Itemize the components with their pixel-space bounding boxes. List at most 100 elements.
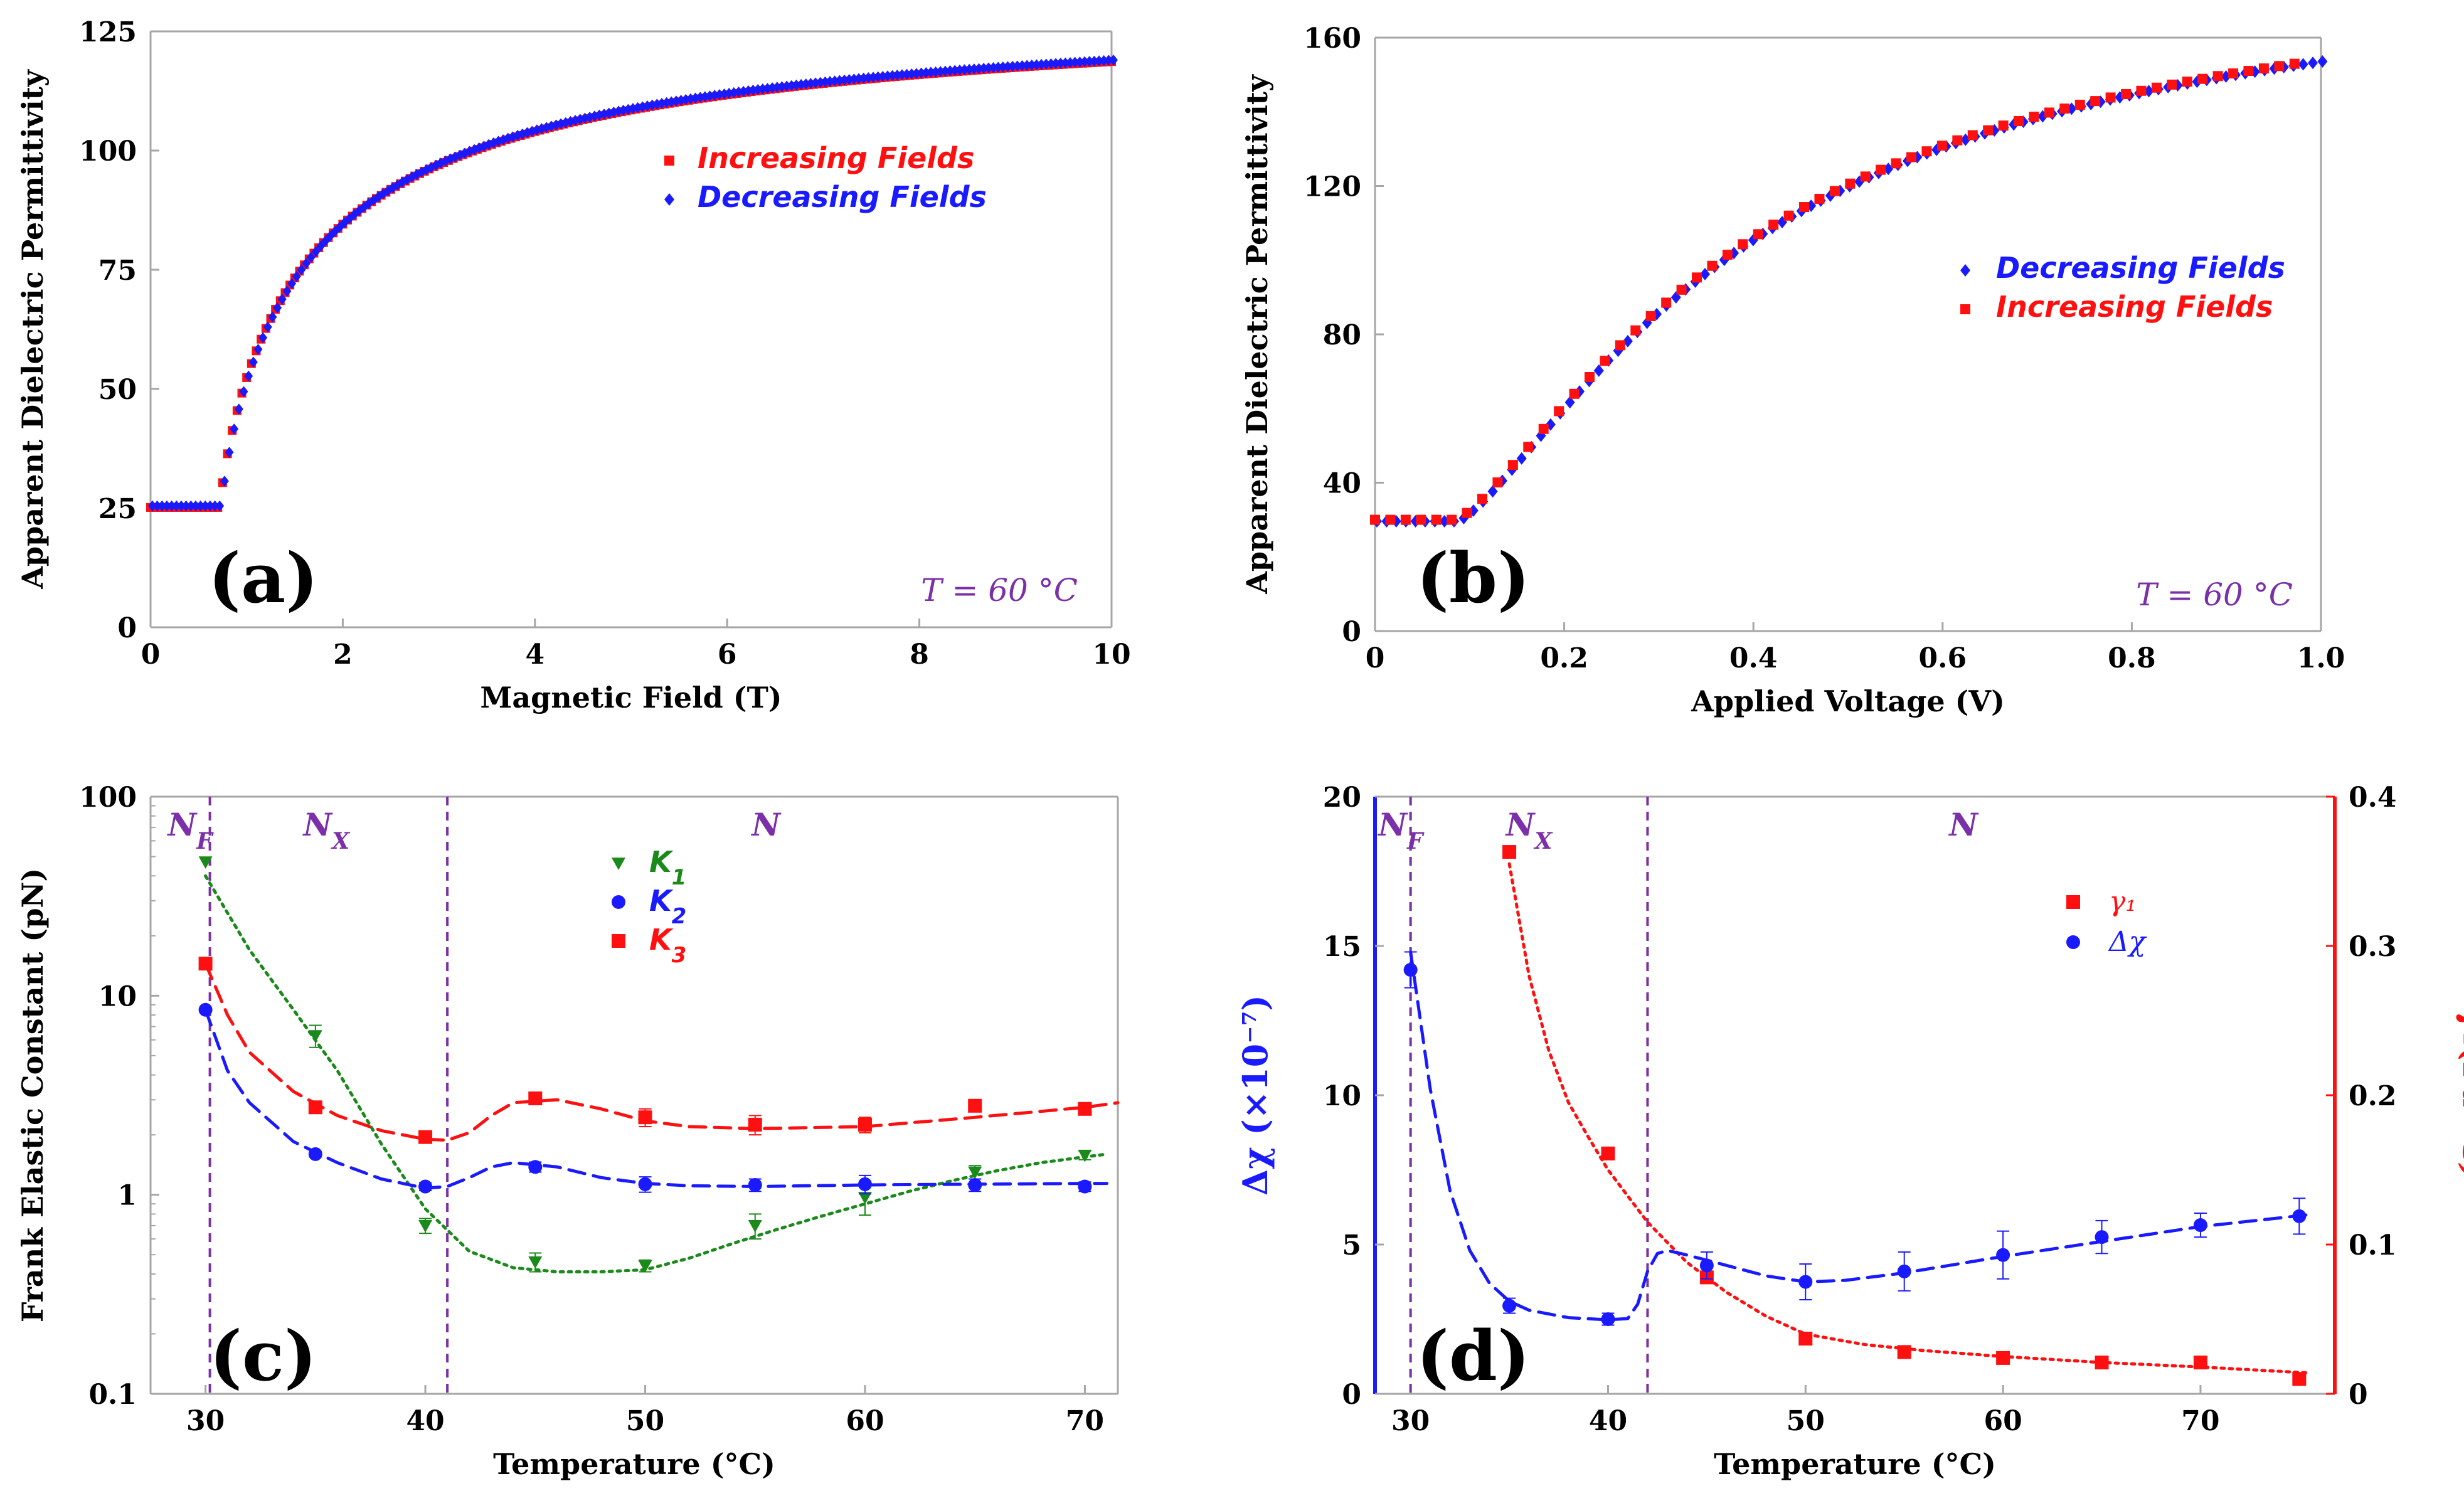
data-point [1798,1331,1813,1346]
data-point [220,475,229,487]
data-point [1041,58,1051,70]
data-point [1027,59,1036,71]
legend-label: Δχ [2108,926,2147,958]
data-point [1630,325,1641,336]
series-red [1370,58,2300,525]
data-point [2095,1356,2109,1370]
data-point [1370,514,1380,525]
data-point [239,386,248,398]
legend-label: Decreasing Fields [698,180,987,214]
y-tick-label: 0 [1342,1379,1361,1411]
x-tick-label: 70 [1066,1405,1104,1437]
data-point [968,1178,982,1192]
data-point [1003,61,1012,72]
y-axis-title: Δχ (×10⁻⁷) [1235,995,1275,1196]
data-point [1783,210,1794,221]
data-point [1403,963,1418,977]
x-tick-label: 0.2 [1540,642,1588,674]
data-point [1416,514,1426,525]
data-point [2044,107,2054,118]
data-point [638,1260,652,1273]
data-point [911,68,921,79]
legend-marker [1960,264,1970,277]
data-point [1056,57,1065,69]
y2-tick-label: 0.2 [2349,1080,2397,1112]
data-point [1936,141,1947,151]
data-point [234,403,243,415]
data-point [1661,297,1672,308]
data-point [2014,115,2024,126]
data-point [1075,56,1085,68]
data-point [230,423,239,435]
legend: Decreasing Fields Increasing Fields [1960,251,2285,324]
data-point [253,344,263,355]
data-point [1952,135,1963,146]
series-red [198,957,1120,1144]
data-point [2090,96,2101,107]
x-tick-label: 0.4 [1729,642,1778,674]
x-tick-label: 6 [718,639,737,671]
data-point [210,500,220,512]
y-tick-label: 20 [1323,782,1361,814]
data-point [907,68,916,80]
data-point [893,69,902,81]
data-point [1921,146,1932,157]
panel-label: (b) [1416,538,1530,619]
data-point [292,270,301,282]
data-point [940,65,950,77]
x-tick-label: 50 [1787,1405,1825,1437]
data-point [1080,56,1090,68]
data-point [979,63,989,74]
data-point [1829,186,1840,196]
legend-label: K1 [649,845,686,890]
data-point [1814,193,1825,204]
data-point [1897,1264,1911,1278]
data-point [1078,1102,1092,1116]
data-point [2167,79,2177,90]
y-axis-title: Frank Elastic Constant (pN) [16,868,50,1322]
data-point [2289,58,2300,69]
data-point [2243,66,2254,77]
data-point [528,1160,543,1174]
x-tick-label: 4 [525,639,544,671]
data-point [926,66,935,78]
data-point [186,500,196,512]
data-point [418,1179,433,1194]
phase-label: NX [1505,806,1554,854]
data-point [1516,452,1527,465]
y2-tick-label: 0 [2349,1379,2368,1411]
legend-marker [612,934,625,948]
x-tick-label: 60 [846,1405,884,1437]
data-point [167,500,176,512]
data-point [268,311,277,323]
data-point [308,1030,322,1043]
data-point [1601,1146,1615,1160]
data-point [1400,514,1411,525]
data-point [1645,311,1656,322]
data-point [888,70,897,82]
data-point [1066,56,1075,68]
x-tick-label: 40 [406,1405,444,1437]
x-tick-label: 10 [1092,639,1130,671]
data-point [968,1098,982,1113]
data-point [418,1130,433,1144]
series-blue [198,1002,1108,1195]
data-point [1722,250,1733,260]
x-tick-label: 0.8 [2108,642,2156,674]
data-point [1492,477,1503,488]
x-tick-label: 50 [626,1405,664,1437]
phase-label: N [750,806,782,843]
data-point [960,64,969,75]
data-point [2308,56,2318,70]
data-point [945,65,955,77]
x-tick-label: 2 [333,639,353,671]
data-point [1860,171,1871,182]
data-point [198,957,213,971]
data-point [273,302,282,314]
data-point [1099,55,1108,66]
data-point [969,63,979,75]
phase-label: NF [1377,806,1425,854]
panel-c: 30 40 50 60 70 0.1 1 10 100 Temperature (°C) Frank… [16,782,1120,1481]
data-point [148,500,157,512]
